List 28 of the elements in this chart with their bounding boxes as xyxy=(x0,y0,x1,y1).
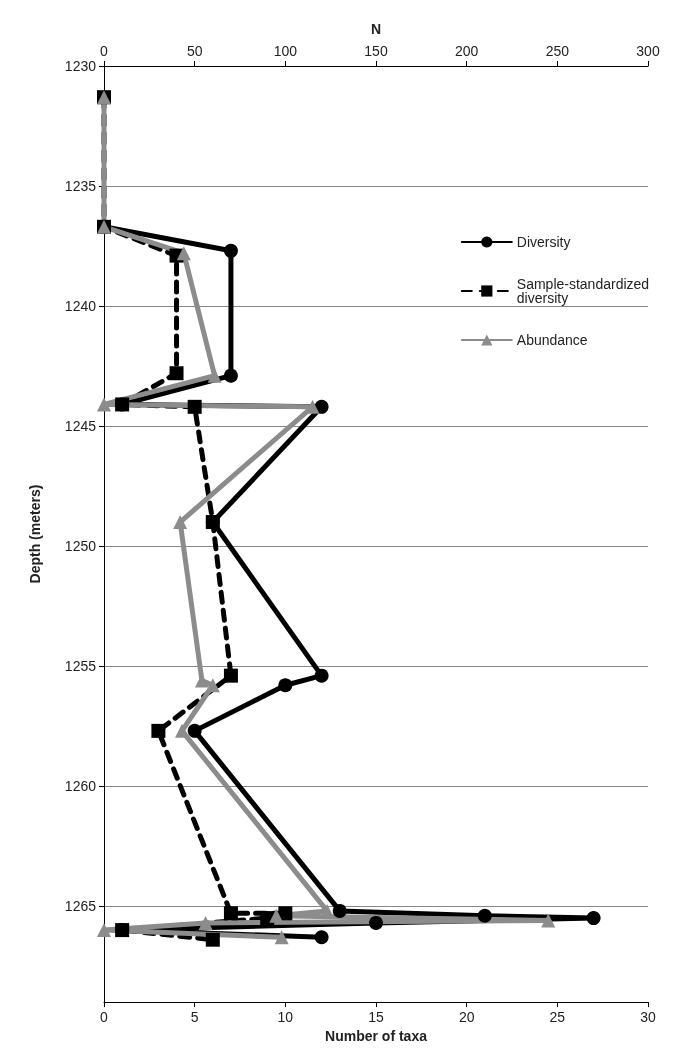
x2-tick-label: 100 xyxy=(273,43,298,59)
x2-axis-title: N xyxy=(370,21,382,37)
x-tick-label: 0 xyxy=(100,1009,109,1026)
x-tick-label: 10 xyxy=(277,1009,294,1026)
x2-tick-label: 50 xyxy=(186,43,203,59)
y-tick-label: 1235 xyxy=(64,178,97,195)
x2-tick-label: 150 xyxy=(364,43,388,59)
x2-tick-label: 200 xyxy=(454,43,479,59)
x-tick-label: 30 xyxy=(640,1009,656,1026)
x-tick-label: 25 xyxy=(549,1009,566,1026)
x-tick-label: 15 xyxy=(368,1009,384,1026)
y-tick-label: 1260 xyxy=(64,778,97,795)
x-axis-title: Number of taxa xyxy=(325,1028,428,1044)
y-tick-label: 1250 xyxy=(64,538,97,555)
legend-label: Abundance xyxy=(516,332,588,348)
x2-tick-label: 0 xyxy=(100,43,109,59)
x2-tick-label: 250 xyxy=(545,43,570,59)
x2-tick-label: 300 xyxy=(636,43,660,59)
legend-label: Diversity xyxy=(516,234,571,250)
y-axis-title: Depth (meters) xyxy=(27,484,43,584)
y-tick-label: 1245 xyxy=(64,418,97,435)
legend-label: Sample-standardized diversity xyxy=(516,276,653,306)
y-tick-label: 1265 xyxy=(64,898,97,915)
y-tick-label: 1240 xyxy=(64,298,97,315)
y-tick-label: 1255 xyxy=(64,658,97,675)
x-tick-label: 20 xyxy=(458,1009,475,1026)
x-tick-label: 5 xyxy=(190,1009,199,1026)
y-tick-label: 1230 xyxy=(64,58,97,74)
